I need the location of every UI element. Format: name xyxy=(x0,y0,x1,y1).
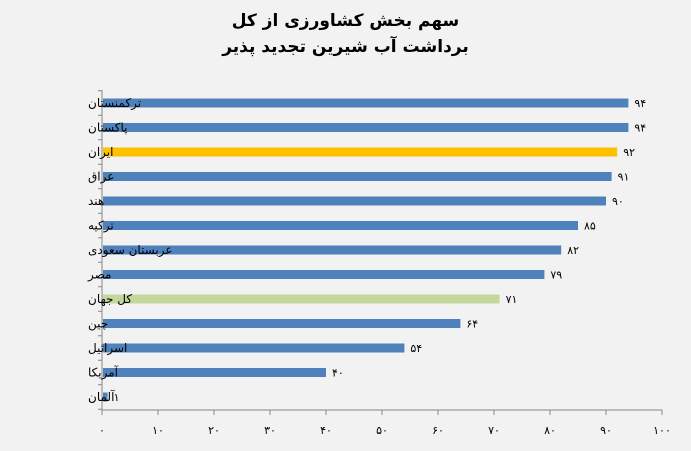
x-tick-label: ۹۰ xyxy=(600,424,612,437)
category-label: پاکستان xyxy=(88,121,128,135)
category-label: مصر xyxy=(87,268,111,283)
value-label: ۱ xyxy=(114,391,120,404)
category-label: ترکیه xyxy=(88,219,114,234)
x-tick-label: ۵۰ xyxy=(376,424,388,437)
value-label: ۹۴ xyxy=(634,122,646,135)
chart-title-line-2: برداشت آب شیرین تجدید پذیر xyxy=(222,37,469,57)
x-tick-label: ۰ xyxy=(99,424,105,437)
value-label: ۹۰ xyxy=(612,195,624,208)
category-label: ترکمنستان xyxy=(88,96,141,111)
bar xyxy=(103,221,578,230)
category-label: آلمان xyxy=(88,389,115,404)
bar xyxy=(103,343,405,353)
value-label: ۹۴ xyxy=(634,97,646,110)
value-label: ۸۲ xyxy=(567,244,579,257)
category-label: ایران xyxy=(88,145,113,160)
value-label: ۸۵ xyxy=(584,220,596,233)
value-label: ۹۲ xyxy=(623,146,635,159)
value-label: ۷۹ xyxy=(550,269,562,282)
category-label: عراق xyxy=(88,170,114,185)
bar xyxy=(103,392,108,402)
category-label: عربستان سعودی xyxy=(88,243,173,258)
category-label: اسرائیل xyxy=(88,341,127,356)
value-label: ۷۱ xyxy=(506,293,518,306)
bar xyxy=(103,196,606,206)
x-tick-label: ۳۰ xyxy=(264,424,276,437)
category-label: هند xyxy=(88,194,104,208)
x-tick-label: ۷۰ xyxy=(488,424,500,437)
x-tick-label: ۸۰ xyxy=(544,424,556,437)
x-tick-label: ۶۰ xyxy=(432,424,444,437)
bar xyxy=(103,245,562,255)
bar xyxy=(103,319,461,328)
value-label: ۹۱ xyxy=(618,171,630,184)
x-tick-label: ۱۰۰ xyxy=(653,424,671,437)
category-label: چین xyxy=(88,317,108,332)
value-label: ۴۰ xyxy=(332,367,344,380)
value-label: ۵۴ xyxy=(410,342,422,355)
x-tick-label: ۴۰ xyxy=(320,424,332,437)
category-label: آمریکا xyxy=(88,365,119,381)
bar xyxy=(103,368,326,377)
chart-title-line-1: سهم بخش کشاورزی از کل xyxy=(231,11,460,31)
bar xyxy=(103,98,629,108)
bar xyxy=(103,294,500,304)
bar xyxy=(103,147,618,157)
x-tick-label: ۲۰ xyxy=(208,424,220,437)
bar xyxy=(103,172,612,181)
chart-title: سهم بخش کشاورزی از کل برداشت آب شیرین تج… xyxy=(0,8,691,60)
x-tick-label: ۱۰ xyxy=(152,424,164,437)
value-label: ۶۴ xyxy=(466,318,478,331)
bar xyxy=(103,270,545,279)
category-label: کل جهان xyxy=(88,292,132,306)
bar xyxy=(103,123,629,132)
